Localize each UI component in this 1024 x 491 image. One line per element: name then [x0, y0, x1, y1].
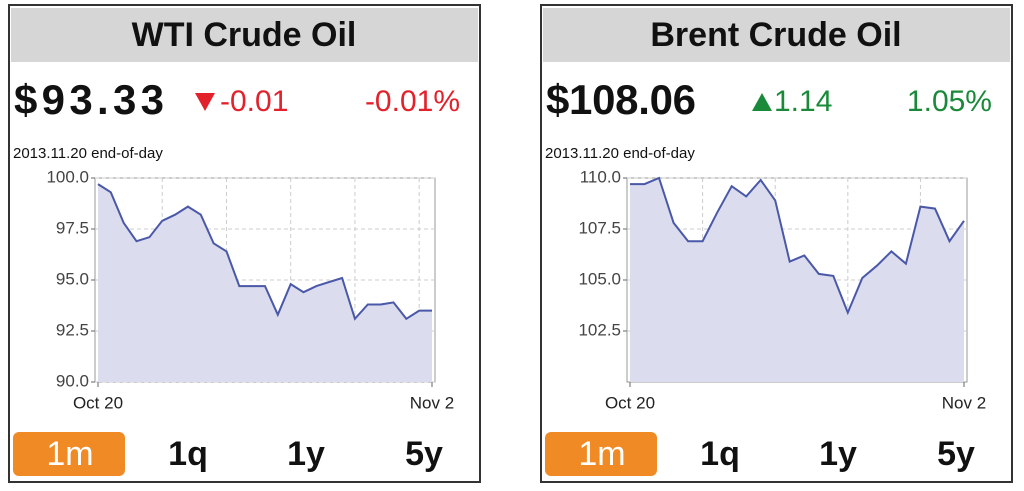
widget-panel: Brent Crude Oil $108.06 1.14 1.05% 2013.11.2… [540, 4, 1013, 483]
date-note: 2013.11.20 end-of-day [13, 145, 163, 162]
down-arrow [195, 93, 215, 111]
range-button[interactable]: 1m [578, 435, 625, 473]
panel-title: WTI Crude Oil [132, 16, 357, 54]
range-button[interactable]: 1m [46, 435, 93, 473]
panel-header [543, 8, 1010, 62]
range-button[interactable]: 1q [168, 435, 208, 473]
date-note: 2013.11.20 end-of-day [545, 145, 695, 162]
x-tick-label: Nov 2 [942, 393, 986, 412]
widget-panel: WTI Crude Oil $93.33 -0.01 -0.01% 2013.11.20… [8, 4, 481, 483]
range-button[interactable]: 5y [937, 435, 975, 473]
range-button-bg [13, 432, 125, 476]
y-tick-label: 100.0 [46, 167, 89, 186]
price: $93.33 [14, 76, 164, 123]
y-tick-label: 97.5 [56, 218, 89, 237]
panel-title: Brent Crude Oil [650, 16, 901, 54]
y-tick-label: 95.0 [56, 269, 89, 288]
line [630, 176, 965, 316]
change-percent: -0.01% [365, 85, 460, 118]
range-button[interactable]: 5y [405, 435, 443, 473]
change: -0.01 [220, 85, 288, 118]
area [98, 184, 432, 382]
change: 1.14 [774, 85, 832, 118]
price: $108.06 [546, 76, 696, 123]
x-tick-label: Oct 20 [605, 393, 655, 412]
y-tick-label: 102.5 [578, 320, 621, 339]
y-tick-label: 105.0 [578, 269, 621, 288]
range-button[interactable]: 1y [819, 435, 857, 473]
range-button[interactable]: 1q [700, 435, 740, 473]
y-tick-label: 90.0 [56, 371, 89, 390]
y-tick-label: 110.0 [580, 167, 621, 186]
x-tick-label: Nov 2 [410, 393, 454, 412]
line [97, 183, 432, 321]
range-button-bg [545, 432, 657, 476]
y-tick-label: 92.5 [56, 320, 89, 339]
x-tick-label: Oct 20 [73, 393, 123, 412]
y-tick-label: 107.5 [578, 218, 621, 237]
change-percent: 1.05% [907, 85, 992, 118]
up-arrow [752, 93, 772, 111]
area [630, 178, 964, 382]
range-button[interactable]: 1y [287, 435, 325, 473]
panel-header [11, 8, 478, 62]
